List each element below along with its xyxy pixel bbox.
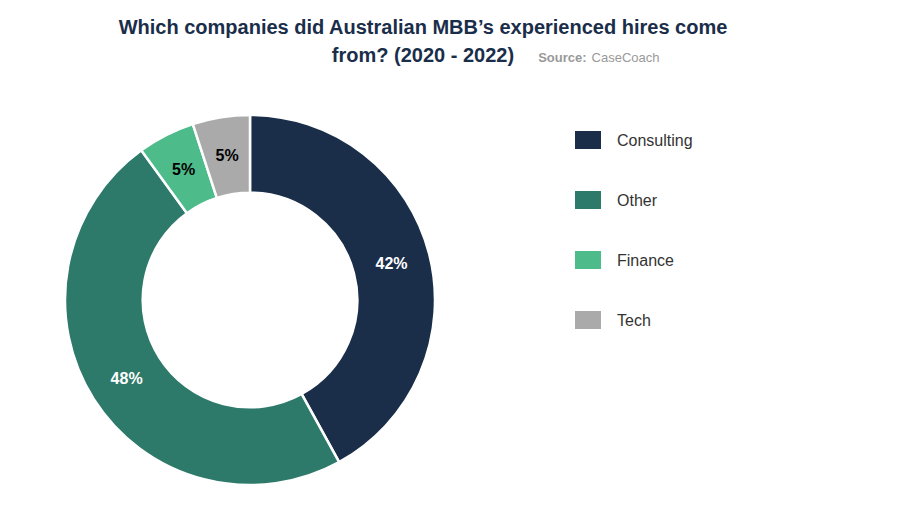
data-label: 5% bbox=[172, 161, 195, 178]
data-label: 5% bbox=[216, 147, 239, 164]
slice bbox=[193, 115, 250, 198]
legend-swatch bbox=[575, 251, 601, 269]
legend-label: Tech bbox=[617, 312, 651, 329]
donut bbox=[65, 115, 435, 485]
legend-item: Finance bbox=[575, 251, 674, 269]
title: Which companies did Australian MBB’s exp… bbox=[119, 16, 728, 38]
source-note: Source: bbox=[538, 50, 586, 65]
legend: Consulting Other Finance Tech bbox=[575, 131, 693, 329]
legend-item: Consulting bbox=[575, 131, 693, 149]
title: from? (2020 - 2022) bbox=[332, 44, 514, 66]
data-labels: 42% 48% 5% 5% bbox=[111, 147, 408, 387]
data-label: 42% bbox=[376, 255, 408, 272]
data-label: 48% bbox=[111, 370, 143, 387]
source-note: CaseCoach bbox=[592, 50, 660, 65]
legend-label: Other bbox=[617, 192, 658, 209]
chart: Which companies did Australian MBB’s exp… bbox=[0, 0, 900, 525]
legend-item: Other bbox=[575, 191, 658, 209]
legend-item: Tech bbox=[575, 311, 651, 329]
legend-label: Finance bbox=[617, 252, 674, 269]
legend-swatch bbox=[575, 131, 601, 149]
legend-swatch bbox=[575, 191, 601, 209]
legend-label: Consulting bbox=[617, 132, 693, 149]
legend-swatch bbox=[575, 311, 601, 329]
